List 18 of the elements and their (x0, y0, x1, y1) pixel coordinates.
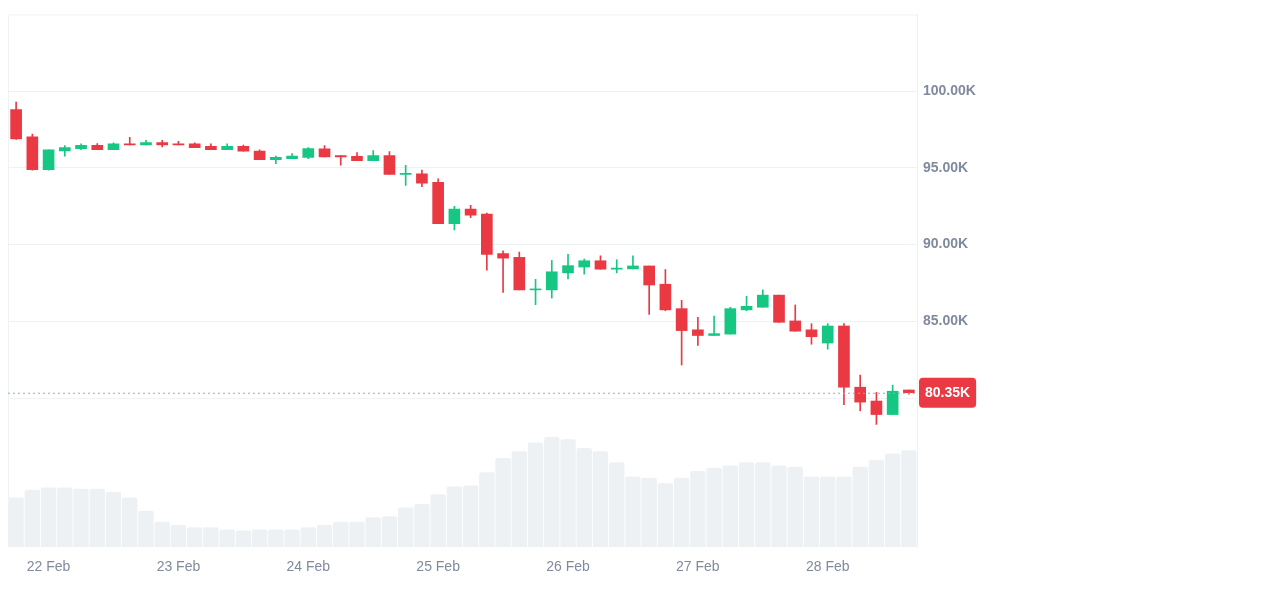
candlestick (497, 250, 509, 293)
ref-line-label: 80.35K (925, 383, 971, 400)
x-tick-label: 22 Feb (26, 558, 71, 575)
candlestick (692, 317, 704, 346)
x-tick-label: 25 Feb (416, 558, 461, 575)
x-tick-label: 28 Feb (805, 558, 850, 575)
x-tick-label: 23 Feb (156, 558, 201, 575)
y-tick-label: 100.00K (923, 82, 976, 98)
candlestick (708, 315, 720, 336)
y-tick-label: 85.00K (923, 312, 969, 329)
x-tick-label: 27 Feb (676, 558, 720, 575)
y-tick-label: 95.00K (923, 158, 969, 175)
x-tick-label: 26 Feb (546, 558, 591, 575)
candlestick (399, 164, 412, 186)
candlestick (334, 155, 347, 166)
x-tick-label: 24 Feb (286, 558, 331, 575)
y-tick-label: 90.00K (923, 235, 969, 252)
candlestick (610, 259, 623, 274)
